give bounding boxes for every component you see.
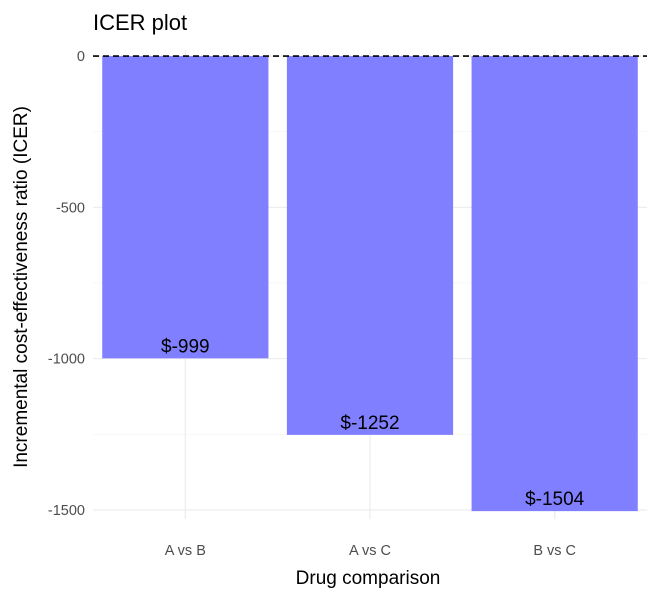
data-labels: $-999 $-1252 $-1504 — [161, 336, 585, 510]
data-label: $-1504 — [525, 489, 585, 510]
y-tick-label: -1500 — [48, 503, 85, 519]
x-tick-label: A vs B — [165, 543, 206, 559]
x-tick-label: A vs C — [349, 543, 391, 559]
bar — [102, 56, 269, 359]
bar — [471, 56, 638, 512]
y-axis-ticks: 0 -500 -1000 -1500 — [48, 49, 85, 519]
data-label: $-999 — [161, 336, 210, 357]
x-tick-label: B vs C — [533, 543, 576, 559]
y-axis-title: Incremental cost-effectiveness ratio (IC… — [11, 106, 32, 468]
x-axis-title: Drug comparison — [296, 568, 441, 589]
data-label: $-1252 — [340, 413, 399, 434]
y-tick-label: 0 — [77, 49, 85, 65]
bar — [286, 56, 454, 435]
chart-title: ICER plot — [93, 10, 187, 35]
y-tick-label: -1000 — [48, 352, 85, 368]
x-axis-ticks: A vs B A vs C B vs C — [165, 543, 576, 559]
bars — [102, 56, 638, 512]
y-tick-label: -500 — [56, 200, 85, 216]
